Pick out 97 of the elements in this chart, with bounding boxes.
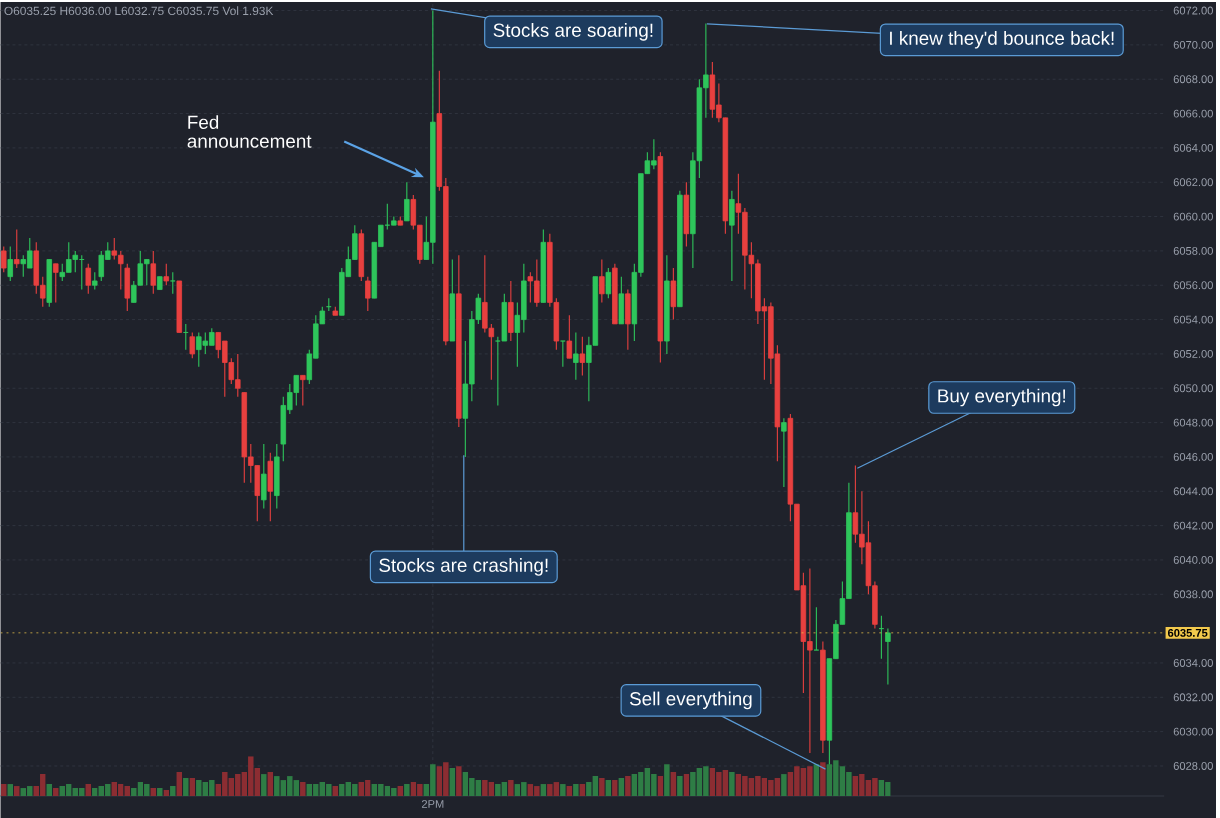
bar (332, 786, 339, 797)
candlestick (163, 263, 170, 286)
bar (599, 778, 605, 797)
bar (404, 784, 410, 797)
candlestick (300, 374, 306, 407)
y-tick-label: 6068.00 (1173, 75, 1213, 84)
y-tick-label: 6070.00 (1173, 40, 1213, 49)
y-tick-label: 6042.00 (1173, 521, 1213, 530)
candlestick (579, 336, 586, 376)
y-tick-label: 6028.00 (1173, 762, 1213, 770)
candlestick (781, 417, 787, 488)
annotation: Stocks are crashing! (379, 558, 548, 576)
candlestick (1, 246, 7, 273)
bar (560, 784, 566, 797)
bar (586, 782, 592, 797)
bar (625, 776, 631, 797)
candlestick (85, 263, 92, 295)
candlestick (599, 258, 605, 303)
y-tick-label: 6032.00 (1173, 693, 1213, 702)
bar (566, 786, 573, 797)
candlestick (53, 263, 59, 303)
y-tick-label: 6054.00 (1173, 315, 1213, 324)
bar (150, 788, 157, 797)
bar (820, 762, 826, 797)
y-tick-label: 6050.00 (1173, 384, 1213, 393)
bar (7, 784, 13, 797)
bar (729, 772, 735, 797)
candlestick (170, 271, 176, 295)
bar (670, 772, 677, 797)
y-tick-label: 6066.00 (1173, 109, 1213, 118)
bar (85, 784, 91, 797)
bar (540, 784, 547, 797)
bar (664, 764, 670, 797)
bar (456, 766, 462, 797)
y-tick-label: 6046.00 (1173, 453, 1213, 461)
candlestick (150, 250, 157, 295)
bar (573, 784, 579, 797)
bar (683, 774, 690, 797)
candlestick (813, 606, 820, 651)
y-tick-label: 6062.00 (1173, 178, 1213, 187)
bar (592, 776, 599, 797)
bar (163, 790, 170, 797)
bar (157, 788, 163, 797)
bar (170, 786, 176, 797)
bar (397, 786, 404, 797)
y-tick-label: 6034.00 (1173, 659, 1213, 667)
bar (605, 780, 612, 797)
y-tick-label: 6048.00 (1173, 418, 1213, 427)
y-tick-label: 6056.00 (1173, 281, 1213, 290)
bar (579, 784, 586, 797)
y-tick-label: 6058.00 (1173, 247, 1213, 255)
candlestick (573, 331, 579, 381)
bar (46, 784, 52, 797)
annotation: Stocks are soaring! (493, 23, 653, 41)
bar (92, 788, 98, 797)
bar (124, 786, 131, 797)
y-tick-label: 6072.00 (1173, 6, 1213, 15)
candlestick (885, 628, 891, 685)
bar (189, 778, 196, 797)
bar (1, 784, 7, 797)
annotation: I knew they'd bounce back! (890, 31, 1114, 49)
bar (508, 780, 514, 797)
bar (261, 774, 267, 797)
x-tick-label: 2PM (421, 800, 444, 808)
y-tick-label: 6040.00 (1173, 556, 1213, 564)
bar (267, 772, 274, 797)
candlestick (189, 331, 196, 359)
candlestick (605, 267, 612, 299)
y-tick-label: 6038.00 (1173, 590, 1213, 599)
bar (14, 786, 20, 797)
bar (53, 788, 59, 797)
bar (300, 782, 306, 797)
annotation: Fed announcement (187, 115, 312, 148)
candlestick (7, 246, 13, 282)
bar (183, 778, 189, 797)
bar (657, 776, 664, 797)
y-tick-label: 6064.00 (1173, 144, 1213, 152)
bar (612, 780, 618, 797)
y-tick-label: 6052.00 (1173, 350, 1213, 358)
bar (449, 768, 456, 797)
y-tick-label: 6044.00 (1173, 487, 1213, 496)
candlestick (404, 181, 410, 222)
annotation: Sell everything (629, 691, 752, 710)
y-tick-label: 6030.00 (1173, 727, 1213, 736)
annotation: Buy everything! (938, 388, 1066, 407)
candlestick (560, 340, 566, 368)
annotation: O6035.25 H6036.00 L6032.75 C6035.75 Vol 1.93K (4, 6, 274, 16)
bar (781, 774, 787, 797)
bar (677, 776, 683, 797)
bar (618, 778, 625, 797)
candlestick (14, 228, 20, 269)
bar (176, 772, 183, 797)
candlestick (566, 314, 573, 359)
bar (339, 784, 345, 797)
y-tick-label: 6060.00 (1173, 212, 1213, 221)
candlestick (365, 276, 371, 312)
ref-line-label: 6035.75 (1167, 629, 1208, 637)
